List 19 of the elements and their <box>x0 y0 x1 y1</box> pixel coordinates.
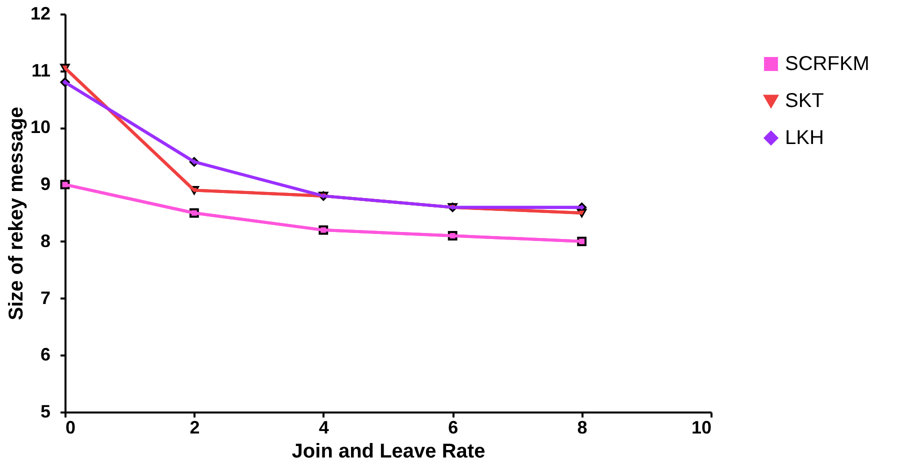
legend-label: SCRFKM <box>785 53 870 75</box>
y-tick-label: 9 <box>40 174 50 194</box>
y-tick-label: 12 <box>30 4 50 24</box>
x-tick-label: 0 <box>66 418 76 438</box>
x-tick-label: 2 <box>190 418 200 438</box>
y-tick-label: 5 <box>40 402 50 422</box>
y-tick-label: 11 <box>31 60 50 80</box>
x-tick-label: 6 <box>448 418 458 438</box>
y-tick-label: 7 <box>40 288 50 308</box>
y-tick-label: 10 <box>30 117 50 138</box>
y-axis-title: Size of rekey message <box>5 106 28 320</box>
x-tick-label: 8 <box>577 418 588 438</box>
legend-label: LKH <box>785 127 824 149</box>
x-tick-label: 10 <box>691 418 712 438</box>
y-tick-label: 6 <box>40 344 50 365</box>
x-axis-title: Join and Leave Rate <box>292 440 486 462</box>
x-tick-label: 4 <box>318 418 329 438</box>
legend-label: SKT <box>785 90 824 112</box>
y-tick-label: 8 <box>40 230 50 251</box>
